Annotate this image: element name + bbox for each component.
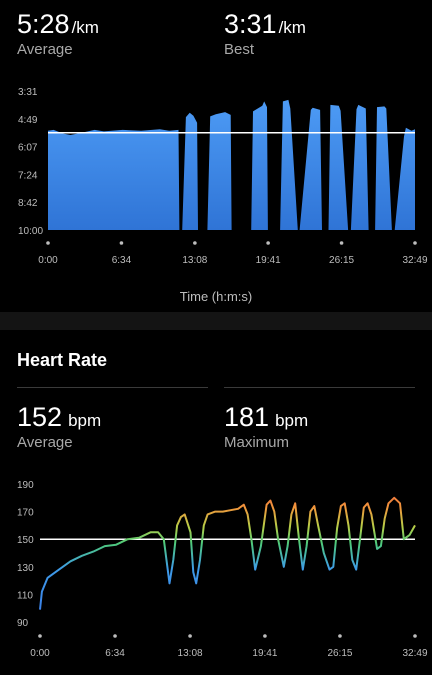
pace-x-tick-dot — [193, 241, 197, 245]
hr-y-tick-label: 90 — [17, 618, 29, 629]
pace-chart: 3:31 4:49 6:07 7:24 8:42 10:00 0:00 6:34 13:08 19… — [18, 87, 428, 266]
hr-x-tick-label: 19:41 — [252, 648, 277, 659]
hr-x-tick-label: 32:49 — [402, 648, 427, 659]
best-pace-label: Best — [224, 41, 255, 58]
maximum-hr-label: Maximum — [224, 434, 290, 451]
heart-rate-card: Heart Rate 152 bpm Average 181 bpm Maximum… — [0, 330, 432, 675]
best-pace-value: 3:31 — [224, 9, 277, 39]
hr-y-tick-label: 150 — [17, 535, 34, 546]
average-hr-label: Average — [17, 434, 73, 451]
hr-x-tick-dot — [338, 634, 342, 638]
pace-x-tick-label: 32:49 — [402, 255, 427, 266]
average-hr-value: 152 — [17, 402, 63, 432]
pace-card: 5:28/km Average 3:31/km Best 3:31 4:49 6:0… — [0, 0, 432, 312]
hr-x-tick-dot — [413, 634, 417, 638]
hr-y-tick-label: 130 — [17, 563, 34, 574]
pace-y-tick-label: 7:24 — [18, 170, 38, 181]
pace-x-axis-title: Time (h:m:s) — [179, 289, 253, 304]
pace-x-tick-dot — [339, 241, 344, 245]
heart-rate-chart: 190 170 150 130 110 90 0:00 6:34 13:08 19:41 26:15… — [17, 480, 428, 659]
hr-x-tick-label: 0:00 — [30, 648, 50, 659]
hr-y-tick-label: 110 — [17, 590, 33, 601]
hr-x-tick-label: 26:15 — [327, 648, 352, 659]
pace-y-tick-label: 4:49 — [18, 115, 38, 126]
pace-x-tick-dot — [46, 241, 50, 245]
pace-x-tick-dot — [266, 241, 270, 245]
pace-y-tick-label: 10:00 — [18, 226, 43, 237]
hr-x-tick-label: 13:08 — [178, 648, 203, 659]
average-pace-label: Average — [17, 41, 73, 58]
section-gap — [0, 312, 432, 330]
average-pace-value: 5:28 — [17, 9, 70, 39]
average-pace-unit: /km — [71, 18, 99, 37]
hr-x-tick-dot — [113, 634, 117, 638]
pace-x-tick-label: 6:34 — [112, 255, 132, 266]
pace-y-tick-label: 6:07 — [18, 143, 38, 154]
hr-line-series — [39, 496, 416, 610]
best-pace-stat: 3:31/km Best — [224, 9, 306, 58]
pace-x-tick-label: 26:15 — [329, 255, 354, 266]
stat-divider-left — [17, 387, 208, 388]
hr-x-tick-dot — [263, 634, 267, 638]
hr-y-tick-label: 170 — [17, 508, 34, 519]
pace-y-tick-label: 8:42 — [18, 198, 38, 209]
maximum-hr-stat: 181 bpm Maximum — [224, 402, 308, 451]
hr-x-tick-label: 6:34 — [105, 648, 125, 659]
pace-x-tick-dot — [119, 241, 124, 245]
stat-divider-right — [224, 387, 415, 388]
pace-x-tick-label: 19:41 — [256, 255, 281, 266]
heart-rate-title: Heart Rate — [17, 350, 108, 370]
average-hr-stat: 152 bpm Average — [17, 402, 101, 451]
average-pace-stat: 5:28/km Average — [17, 9, 99, 58]
best-pace-unit: /km — [278, 18, 306, 37]
maximum-hr-unit: bpm — [275, 411, 309, 430]
hr-x-tick-dot — [188, 634, 192, 638]
pace-x-tick-label: 13:08 — [182, 255, 207, 266]
pace-x-tick-label: 0:00 — [38, 255, 58, 266]
maximum-hr-value: 181 — [224, 402, 270, 432]
pace-x-tick-dot — [413, 241, 417, 245]
pace-area-series — [48, 99, 415, 231]
pace-y-tick-label: 3:31 — [18, 87, 38, 98]
hr-x-tick-dot — [38, 634, 42, 638]
hr-y-tick-label: 190 — [17, 480, 34, 491]
average-hr-unit: bpm — [68, 411, 102, 430]
